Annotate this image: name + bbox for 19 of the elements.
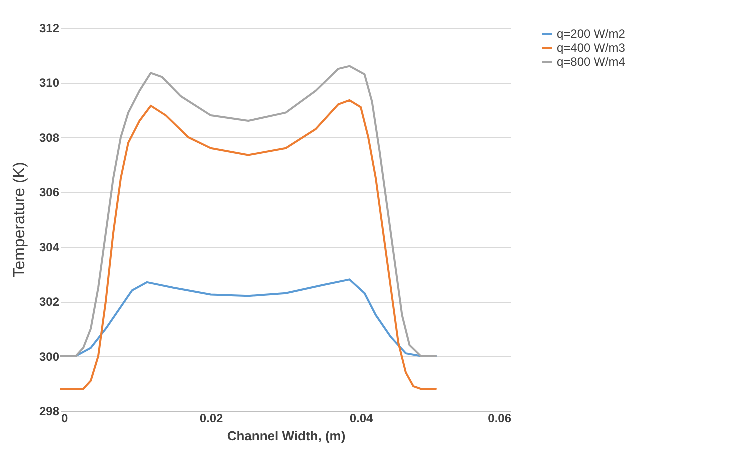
y-tick-label: 306 xyxy=(39,186,60,200)
legend-label: q=800 W/m4 xyxy=(557,55,626,69)
line-series xyxy=(60,65,437,358)
y-tick-label: 304 xyxy=(39,240,60,254)
x-tick-label: 0.02 xyxy=(200,412,224,426)
y-axis-title: Temperature (K) xyxy=(11,162,28,278)
x-axis-title: Channel Width, (m) xyxy=(227,428,346,444)
y-tick-label: 300 xyxy=(39,350,60,364)
y-tick-label: 298 xyxy=(39,404,60,418)
legend-label: q=200 W/m2 xyxy=(557,27,626,41)
x-tick-label: 0.06 xyxy=(488,412,512,426)
y-tick-label: 302 xyxy=(39,295,60,310)
legend-label: q=400 W/m3 xyxy=(557,41,626,55)
x-tick-label: 0.04 xyxy=(350,412,374,426)
line-series xyxy=(60,99,437,390)
y-tick-label: 310 xyxy=(39,76,60,90)
y-tick-label: 312 xyxy=(39,22,60,36)
y-tick-label: 308 xyxy=(39,130,60,145)
x-tick-label: 0 xyxy=(62,412,68,426)
